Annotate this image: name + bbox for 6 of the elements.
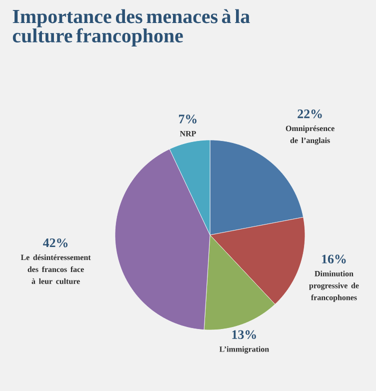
data-label: 42% — [43, 238, 68, 248]
data-label: 16% — [322, 254, 346, 264]
data-label: 22% — [298, 109, 322, 118]
data-label: 13% — [232, 330, 256, 340]
data-label: 7% — [178, 114, 196, 124]
chart-title: Importance des menaces à la culture francophone — [12, 9, 250, 47]
